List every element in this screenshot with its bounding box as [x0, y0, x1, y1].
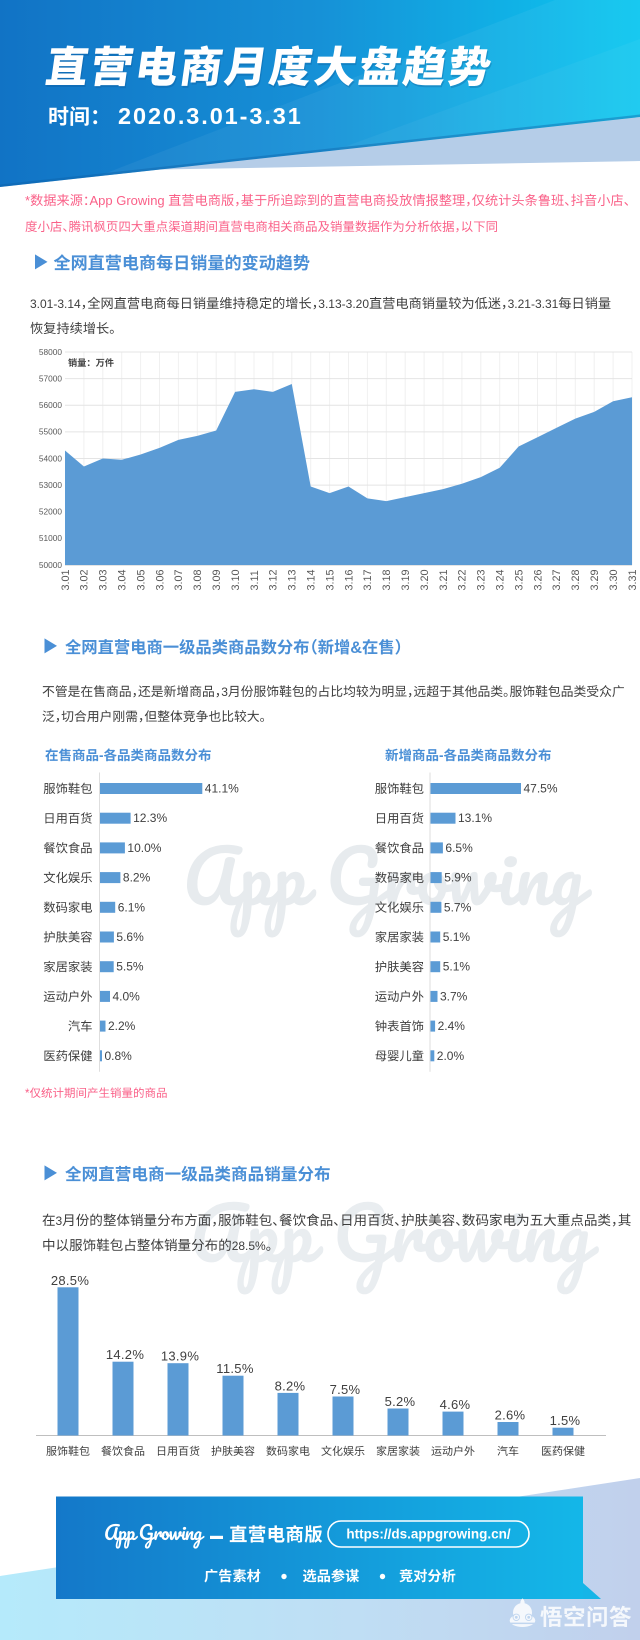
svg-text:2020.3.01-3.31: 2020.3.01-3.31: [118, 103, 303, 129]
svg-text:3.25: 3.25: [513, 569, 525, 590]
svg-text:52000: 52000: [39, 507, 62, 517]
svg-text:5.6%: 5.6%: [116, 930, 144, 944]
svg-text:3: 3: [56, 1214, 63, 1228]
svg-text:3.30: 3.30: [608, 569, 620, 590]
svg-text:-: -: [99, 748, 104, 763]
svg-text:5.1%: 5.1%: [443, 930, 471, 944]
svg-text:57000: 57000: [39, 373, 62, 383]
svg-text:2.0%: 2.0%: [437, 1049, 465, 1063]
svg-text:3.23: 3.23: [476, 569, 488, 590]
svg-text:55000: 55000: [39, 427, 62, 437]
svg-text:58000: 58000: [39, 347, 62, 357]
svg-text:51000: 51000: [39, 533, 62, 543]
svg-text:8.2%: 8.2%: [275, 1378, 306, 1393]
svg-text:3.22: 3.22: [457, 569, 469, 590]
svg-text:56000: 56000: [39, 400, 62, 410]
svg-text:5.9%: 5.9%: [444, 871, 472, 885]
svg-text:2.4%: 2.4%: [438, 1019, 466, 1033]
svg-text:3.18: 3.18: [381, 569, 393, 590]
svg-text:https://ds.appgrowing.cn/: https://ds.appgrowing.cn/: [346, 1527, 510, 1542]
svg-text:3.29: 3.29: [589, 569, 601, 590]
svg-text:5.7%: 5.7%: [444, 900, 472, 914]
svg-text:3.15: 3.15: [324, 569, 336, 590]
svg-text:3.27: 3.27: [551, 569, 563, 590]
svg-text:13.1%: 13.1%: [458, 811, 492, 825]
svg-text:2.6%: 2.6%: [495, 1408, 526, 1423]
svg-text:3.09: 3.09: [211, 569, 223, 590]
svg-text:3.17: 3.17: [362, 569, 374, 590]
svg-text:8.2%: 8.2%: [123, 871, 151, 885]
svg-text:3.31: 3.31: [627, 569, 639, 590]
svg-text:3.08: 3.08: [192, 569, 204, 590]
svg-text:6.1%: 6.1%: [118, 900, 146, 914]
svg-text:3.19: 3.19: [400, 569, 412, 590]
svg-text:&: &: [350, 639, 362, 657]
svg-text:4.6%: 4.6%: [440, 1397, 471, 1412]
svg-text:3.7%: 3.7%: [440, 989, 468, 1003]
svg-text:10.0%: 10.0%: [127, 841, 161, 855]
svg-text:3.07: 3.07: [173, 569, 185, 590]
svg-text:3: 3: [221, 685, 228, 699]
svg-text:0.8%: 0.8%: [105, 1049, 133, 1063]
svg-text:3.02: 3.02: [79, 569, 91, 590]
svg-text:*: *: [25, 193, 30, 208]
svg-text:50000: 50000: [39, 560, 62, 570]
svg-text:3.24: 3.24: [495, 569, 507, 590]
svg-text:3.13-3.20: 3.13-3.20: [318, 297, 369, 311]
svg-text:3.21-3.31: 3.21-3.31: [508, 297, 559, 311]
svg-text:1.5%: 1.5%: [550, 1413, 581, 1428]
svg-text:11.5%: 11.5%: [216, 1361, 254, 1376]
svg-text:-: -: [439, 748, 444, 763]
svg-text:3.28: 3.28: [570, 569, 582, 590]
svg-text:3.05: 3.05: [135, 569, 147, 590]
svg-text:7.5%: 7.5%: [330, 1382, 361, 1397]
svg-text:4.0%: 4.0%: [113, 989, 141, 1003]
svg-text:6.5%: 6.5%: [445, 841, 473, 855]
svg-text:47.5%: 47.5%: [524, 782, 558, 796]
svg-text:2.2%: 2.2%: [108, 1019, 136, 1033]
svg-text:3.11: 3.11: [249, 570, 261, 590]
svg-text:3.26: 3.26: [532, 569, 544, 590]
svg-text:3.13: 3.13: [287, 569, 299, 590]
svg-text:3.20: 3.20: [419, 569, 431, 590]
svg-text:41.1%: 41.1%: [205, 782, 239, 796]
svg-text:13.9%: 13.9%: [161, 1349, 200, 1364]
svg-text:App Growing: App Growing: [90, 193, 165, 208]
svg-text:5.1%: 5.1%: [443, 960, 471, 974]
svg-text:3.12: 3.12: [268, 569, 280, 590]
svg-text:3.16: 3.16: [343, 569, 355, 590]
svg-text:53000: 53000: [39, 480, 62, 490]
svg-text:28.5%: 28.5%: [232, 1239, 266, 1253]
svg-text:3.03: 3.03: [98, 569, 110, 590]
svg-text:3.21: 3.21: [438, 569, 450, 590]
svg-text:*: *: [25, 1088, 30, 1100]
svg-text:3.14: 3.14: [306, 569, 318, 590]
svg-text:3.01-3.14: 3.01-3.14: [30, 297, 81, 311]
svg-text:5.2%: 5.2%: [385, 1394, 416, 1409]
svg-text:3.04: 3.04: [117, 569, 129, 590]
svg-text:12.3%: 12.3%: [133, 811, 167, 825]
svg-text:3.06: 3.06: [154, 569, 166, 590]
svg-text:5.5%: 5.5%: [116, 960, 144, 974]
svg-text:28.5%: 28.5%: [51, 1273, 90, 1288]
svg-text:3.01: 3.01: [60, 569, 72, 590]
svg-text:54000: 54000: [39, 453, 62, 463]
svg-text:3.10: 3.10: [230, 569, 242, 590]
svg-text:14.2%: 14.2%: [106, 1347, 145, 1362]
